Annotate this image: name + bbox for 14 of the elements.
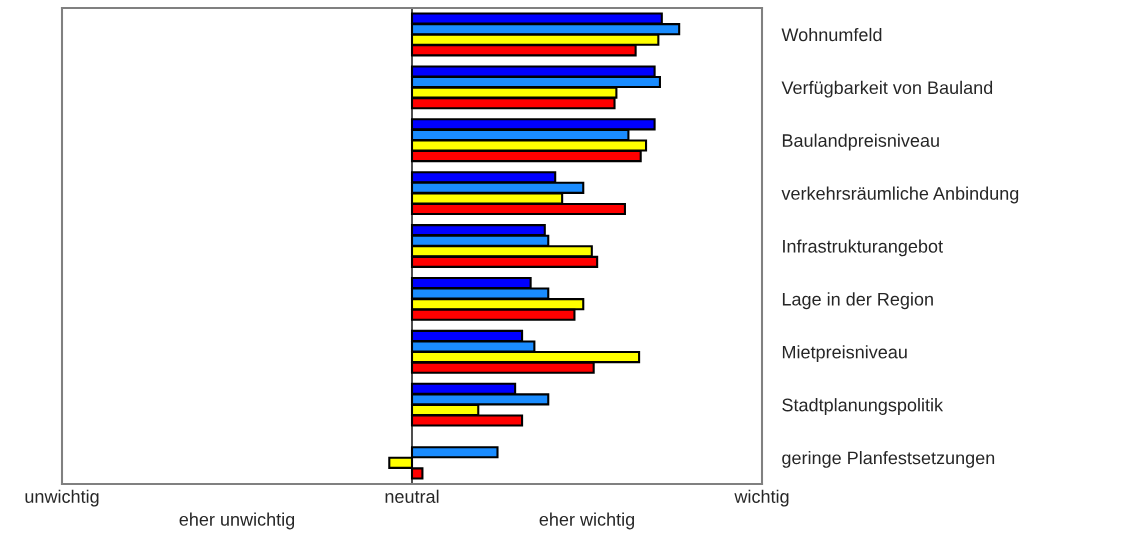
y-tick-label: Baulandpreisniveau <box>782 133 939 151</box>
y-tick-label: Mietpreisniveau <box>782 345 907 363</box>
y-tick-label: Infrastrukturangebot <box>783 239 943 257</box>
y-tick-label: Wohnumfeld <box>781 27 882 42</box>
text: eher wichtig <box>539 512 635 530</box>
y-tick-label: Lage in der Region <box>782 292 933 310</box>
y-tick-label: Verfügbarkeit von Bauland <box>781 80 993 98</box>
text: eher unwichtig <box>179 512 295 530</box>
text: unwichtig <box>25 489 99 507</box>
text: neutral <box>385 489 439 503</box>
y-tick-label: geringe Planfestsetzungen <box>782 451 995 468</box>
text: wichtig <box>734 489 789 507</box>
y-tick-label: verkehrsräumliche Anbindung <box>781 186 1019 204</box>
y-tick-label: Stadtplanungspolitik <box>782 398 944 415</box>
